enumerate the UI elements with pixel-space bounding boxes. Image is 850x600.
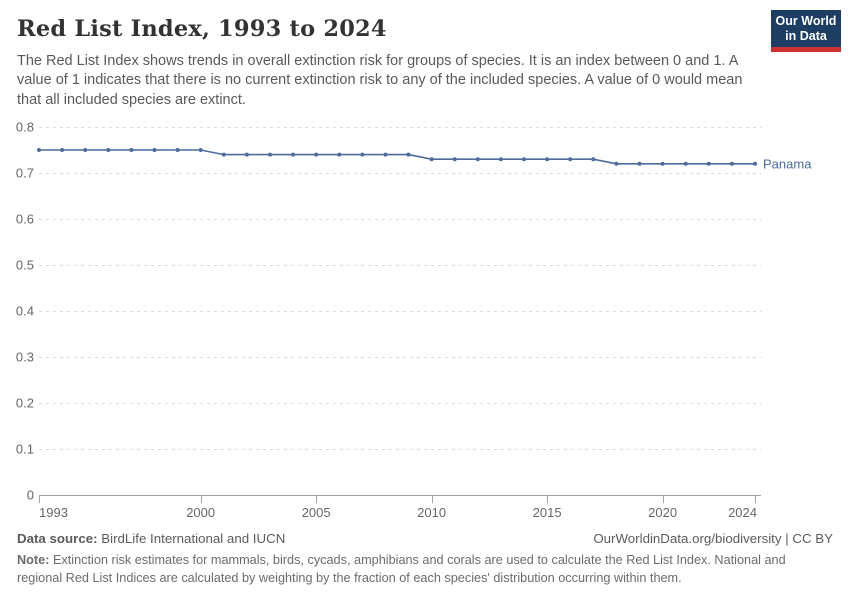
y-tick-label: 0.1 <box>16 442 34 457</box>
data-point[interactable] <box>360 152 365 157</box>
data-point[interactable] <box>753 161 757 166</box>
data-source-value: BirdLife International and IUCN <box>101 531 286 546</box>
chart-header: Red List Index, 1993 to 2024 The Red Lis… <box>17 16 833 110</box>
source-row: Data source: BirdLife International and … <box>17 531 833 546</box>
y-tick-label: 0.8 <box>16 120 34 135</box>
owid-logo-line2: in Data <box>785 28 827 43</box>
data-point[interactable] <box>522 157 526 162</box>
data-point[interactable] <box>106 148 111 152</box>
y-axis-labels: 0 0.1 0.2 0.3 0.4 0.5 0.6 0.7 0.8 <box>16 120 34 503</box>
data-point[interactable] <box>729 161 734 166</box>
x-tick-label: 2020 <box>648 505 677 520</box>
data-source: Data source: BirdLife International and … <box>17 531 285 546</box>
y-tick-label: 0.4 <box>16 304 34 319</box>
y-tick-label: 0.2 <box>16 396 34 411</box>
data-point[interactable] <box>568 157 573 162</box>
data-point[interactable] <box>152 148 157 152</box>
data-point[interactable] <box>660 161 665 166</box>
x-tick-label: 2005 <box>302 505 331 520</box>
x-tick-label: 2010 <box>417 505 446 520</box>
data-point[interactable] <box>37 148 41 152</box>
data-point[interactable] <box>383 152 388 157</box>
data-point[interactable] <box>591 157 596 162</box>
chart-note: Note: Extinction risk estimates for mamm… <box>17 552 833 587</box>
data-point[interactable] <box>175 148 180 152</box>
data-point[interactable] <box>683 161 688 166</box>
series-panama[interactable] <box>39 149 755 165</box>
data-point[interactable] <box>706 161 711 166</box>
x-tick-label: 2000 <box>186 505 215 520</box>
owid-logo[interactable]: Our World in Data <box>771 10 841 52</box>
data-point[interactable] <box>221 152 226 157</box>
data-point[interactable] <box>244 152 249 157</box>
data-point[interactable] <box>406 152 411 157</box>
data-point[interactable] <box>545 157 550 162</box>
data-point[interactable] <box>129 148 134 152</box>
data-point[interactable] <box>429 157 434 162</box>
page-title: Red List Index, 1993 to 2024 <box>17 16 387 42</box>
y-tick-label: 0.5 <box>16 258 34 273</box>
data-source-label: Data source: <box>17 531 98 546</box>
y-tick-label: 0.6 <box>16 212 34 227</box>
data-point[interactable] <box>60 148 65 152</box>
y-gridlines <box>39 127 761 450</box>
data-point[interactable] <box>498 157 503 162</box>
data-point[interactable] <box>83 148 88 152</box>
attribution-link[interactable]: OurWorldinData.org/biodiversity | CC BY <box>593 531 833 546</box>
chart-footer: Data source: BirdLife International and … <box>17 531 833 587</box>
owid-logo-line1: Our World <box>775 13 837 28</box>
series-label-panama[interactable]: Panama <box>763 156 812 171</box>
data-point[interactable] <box>314 152 319 157</box>
data-point[interactable] <box>337 152 342 157</box>
x-axis-labels: 1993 2000 2005 2010 2015 2020 2024 <box>39 505 757 520</box>
data-point-markers[interactable] <box>37 148 757 166</box>
chart-subtitle: The Red List Index shows trends in overa… <box>17 53 743 108</box>
x-tick-label: 2024 <box>728 505 757 520</box>
data-point[interactable] <box>614 161 619 166</box>
line-series[interactable] <box>39 149 755 165</box>
x-tick-label: 2015 <box>533 505 562 520</box>
data-point[interactable] <box>268 152 272 157</box>
y-tick-label: 0.3 <box>16 350 34 365</box>
x-axis <box>39 495 761 503</box>
note-label: Note: <box>17 553 50 567</box>
x-tick-label: 1993 <box>39 505 68 520</box>
data-point[interactable] <box>475 157 480 162</box>
y-tick-label: 0 <box>27 488 34 503</box>
note-value: Extinction risk estimates for mammals, b… <box>17 553 786 585</box>
data-point[interactable] <box>291 152 296 157</box>
data-point[interactable] <box>637 161 642 166</box>
y-tick-label: 0.7 <box>16 166 34 181</box>
data-point[interactable] <box>452 157 457 162</box>
data-point[interactable] <box>198 148 203 152</box>
